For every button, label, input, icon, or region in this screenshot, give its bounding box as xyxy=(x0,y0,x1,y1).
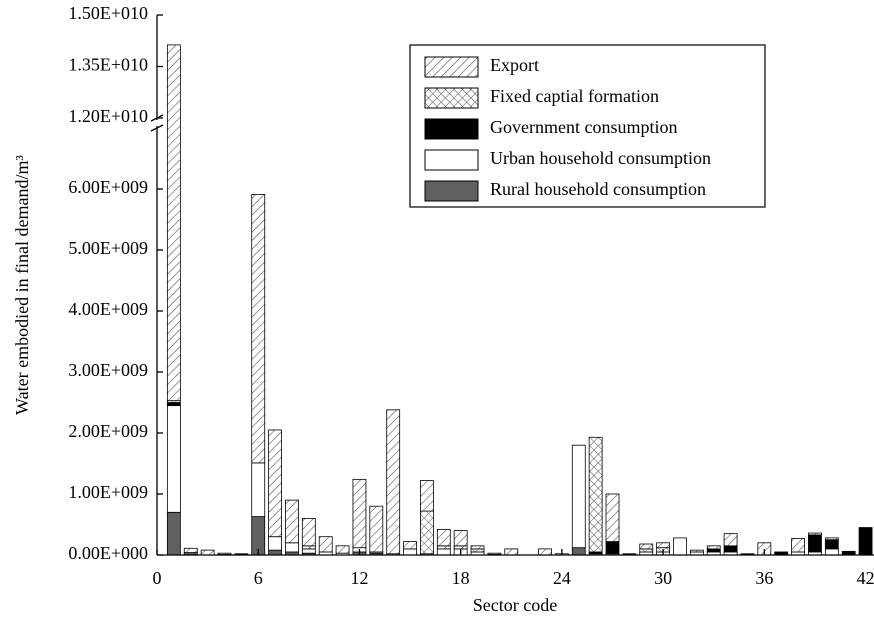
axis-break xyxy=(150,124,164,132)
bar-segment xyxy=(656,542,671,549)
bar-segment xyxy=(791,538,805,553)
bar-segment xyxy=(723,545,738,553)
bar-segment xyxy=(605,541,620,555)
legend-label: Government consumption xyxy=(490,117,677,137)
bar-segment xyxy=(420,480,434,512)
bar-segment xyxy=(166,511,181,556)
legend-swatch xyxy=(424,149,479,171)
y-tick-label: 1.00E+009 xyxy=(68,482,148,502)
legend-label: Fixed captial formation xyxy=(490,86,659,106)
bar-segment xyxy=(808,532,822,536)
bar-segment xyxy=(403,548,417,556)
bar-segment xyxy=(808,534,822,553)
bar-segment xyxy=(183,547,198,553)
legend-label: Rural household consumption xyxy=(490,179,706,199)
x-tick-label: 18 xyxy=(452,568,470,588)
bar-segment xyxy=(268,549,282,556)
x-tick-label: 6 xyxy=(254,568,263,588)
legend-label: Urban household consumption xyxy=(490,148,711,168)
y-tick-label: 0.00E+000 xyxy=(68,543,148,563)
x-tick-label: 42 xyxy=(857,568,874,588)
bar-segment xyxy=(166,405,181,513)
bar-segment xyxy=(673,537,687,556)
bar-segment xyxy=(200,549,215,556)
y-tick-label: 3.00E+009 xyxy=(68,360,148,380)
y-tick-label: 6.00E+009 xyxy=(68,177,148,197)
legend-swatch xyxy=(424,180,479,202)
x-tick-label: 24 xyxy=(553,568,571,588)
bar-segment xyxy=(166,402,181,406)
legend-swatch xyxy=(424,87,479,109)
bar-segment xyxy=(571,444,586,549)
y-tick-label: 1.20E+010 xyxy=(68,106,148,126)
bar-segment xyxy=(824,539,839,550)
legend-swatch xyxy=(424,118,479,140)
bar-segment xyxy=(285,499,299,544)
bar-segment xyxy=(824,548,839,556)
bar-segment xyxy=(436,545,451,550)
bar-segment xyxy=(706,548,721,553)
bar-segment xyxy=(504,548,519,556)
bar-segment xyxy=(588,436,603,553)
bar-segment xyxy=(301,518,316,547)
bar-segment xyxy=(538,548,552,556)
y-axis-label: Water embodied in final demand/m³ xyxy=(12,154,32,414)
bar-segment xyxy=(436,548,451,556)
bar-segment xyxy=(386,409,401,555)
bar-segment xyxy=(352,478,367,549)
bar-segment xyxy=(369,505,384,553)
legend-label: Export xyxy=(490,55,539,75)
bar-segment xyxy=(723,533,738,547)
bar-segment xyxy=(639,548,654,553)
bar-segment xyxy=(470,545,485,550)
bar-segment xyxy=(706,545,721,550)
bar-segment xyxy=(453,545,468,550)
bar-segment xyxy=(824,537,839,541)
bar-segment xyxy=(420,510,434,555)
bar-segment xyxy=(639,543,654,550)
bar-segment xyxy=(740,553,755,555)
bar-segment xyxy=(268,536,282,551)
bar-segment xyxy=(689,549,704,553)
bar-segment xyxy=(301,548,316,554)
legend-swatch xyxy=(424,56,479,78)
bar-segment xyxy=(251,194,266,464)
bar-segment xyxy=(318,536,333,553)
y-tick-label: 5.00E+009 xyxy=(68,238,148,258)
bar-segment xyxy=(605,493,620,542)
bar-segment xyxy=(470,548,485,553)
bar-segment xyxy=(285,542,299,553)
bar-segment xyxy=(622,553,637,555)
bar-segment xyxy=(436,528,451,547)
bar-segment xyxy=(268,429,282,538)
bar-segment xyxy=(335,545,350,554)
x-axis-label: Sector code xyxy=(473,595,557,615)
bar-segment xyxy=(403,541,417,550)
bar-segment xyxy=(251,462,266,517)
bar-segment xyxy=(234,553,249,555)
x-tick-label: 0 xyxy=(153,568,162,588)
x-tick-label: 12 xyxy=(350,568,368,588)
bar-segment xyxy=(301,545,316,550)
bar-segment xyxy=(453,530,468,547)
bar-segment xyxy=(571,547,586,556)
bar-segment xyxy=(487,552,502,555)
x-tick-label: 36 xyxy=(755,568,773,588)
y-tick-label: 4.00E+009 xyxy=(68,299,148,319)
plot-area: 0.00E+000 1.00E+009 2.00E+009 3.00E+009 4.00… xyxy=(68,3,874,588)
y-tick-label: 1.50E+010 xyxy=(68,3,148,23)
y-tick-label: 1.35E+010 xyxy=(68,55,148,75)
bar-segment xyxy=(166,44,181,402)
y-tick-label: 2.00E+009 xyxy=(68,421,148,441)
x-tick-label: 30 xyxy=(654,568,672,588)
bar-segment xyxy=(217,552,232,555)
